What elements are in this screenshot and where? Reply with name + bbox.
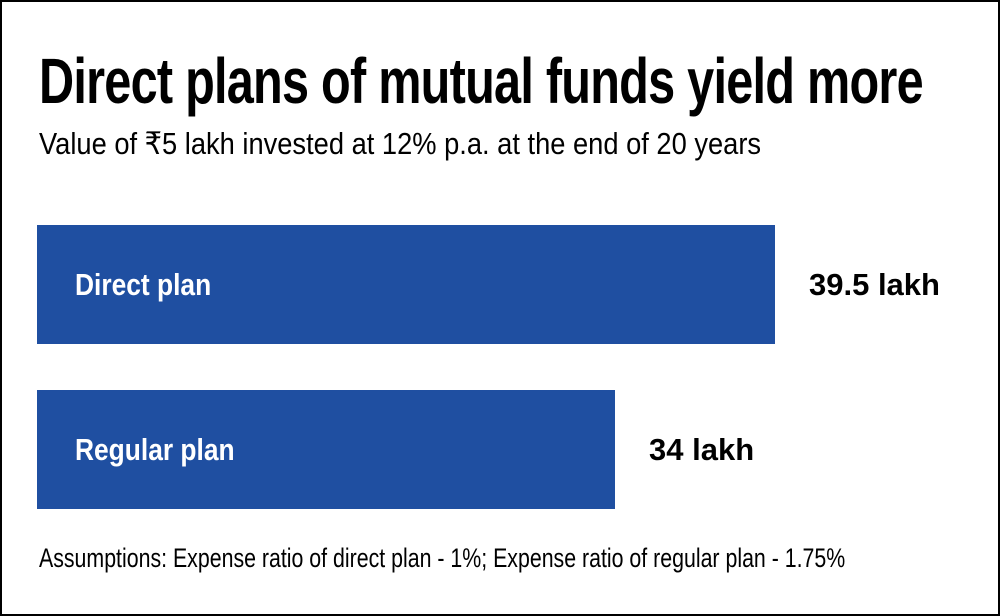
bar-regular-plan: Regular plan (37, 390, 615, 509)
bar-row-direct-plan: Direct plan 39.5 lakh (37, 225, 940, 344)
bar-direct-plan: Direct plan (37, 225, 775, 344)
bar-value-regular-plan: 34 lakh (649, 431, 755, 467)
bar-row-regular-plan: Regular plan 34 lakh (37, 390, 754, 509)
bar-label-direct-plan: Direct plan (75, 266, 212, 302)
chart-footnote: Assumptions: Expense ratio of direct pla… (39, 543, 846, 573)
chart-title: Direct plans of mutual funds yield more (39, 45, 924, 117)
bar-label-regular-plan: Regular plan (75, 431, 235, 467)
chart-subtitle: Value of ₹5 lakh invested at 12% p.a. at… (39, 126, 762, 161)
bar-value-direct-plan: 39.5 lakh (809, 266, 940, 302)
